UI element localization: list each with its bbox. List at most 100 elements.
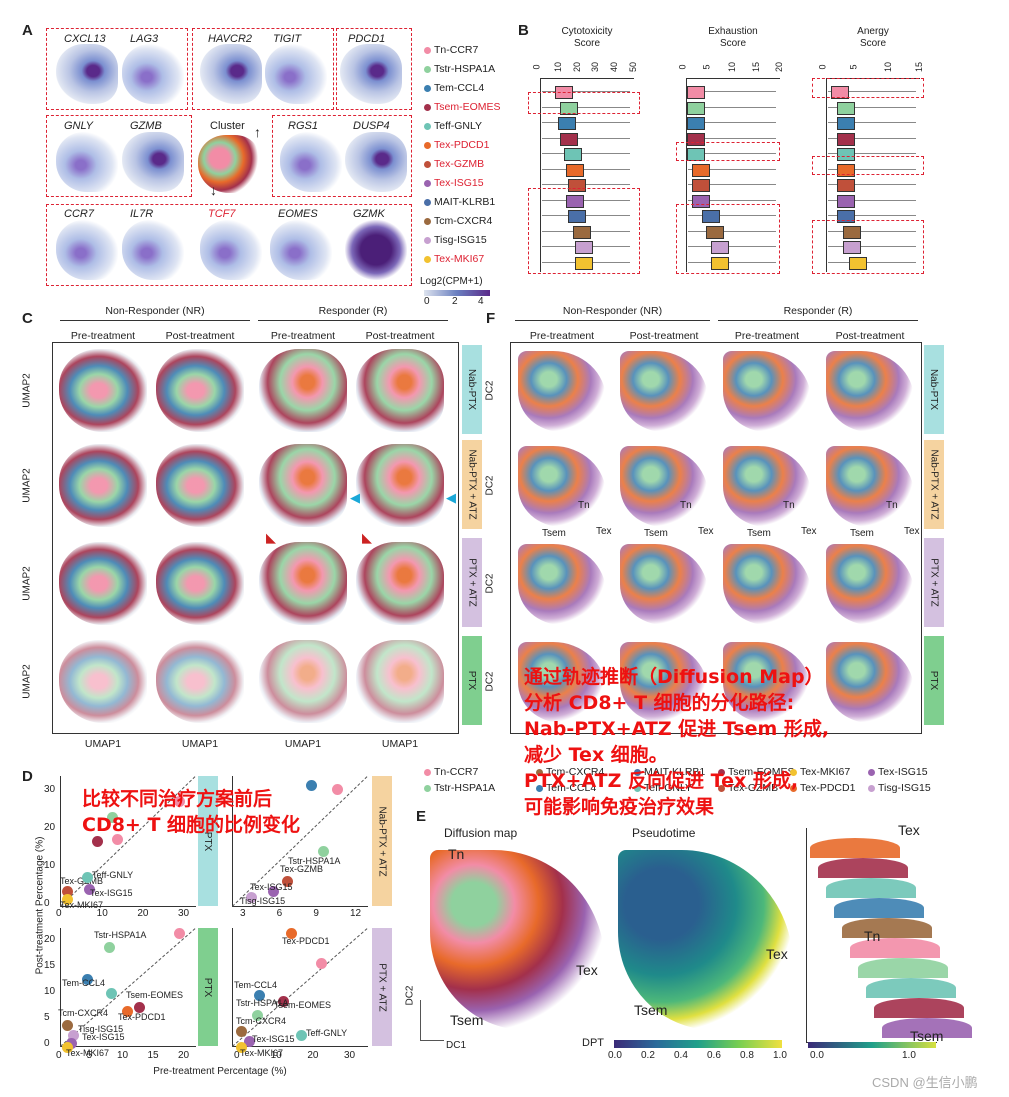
b-tick-1-1: 5 <box>701 64 712 70</box>
panel-d-letter: D <box>22 768 33 785</box>
b-whisker-1-5 <box>688 168 776 170</box>
c-umap-2-2 <box>259 542 347 625</box>
c-row-tag-label-3: PTX <box>466 670 478 691</box>
legend-a-item-7: Tex-ISG15 <box>424 177 484 189</box>
legend-a-label-3: Tsem-EOMES <box>434 101 501 113</box>
legend-e-item-3: Tem-CCL4 <box>536 782 596 794</box>
legend-e-swatch-10 <box>868 768 875 776</box>
d-tr-label-0: Tstr-HSPA1A <box>288 856 341 866</box>
d-tl-ytick-1: 10 <box>44 860 56 871</box>
b-tick-1-3: 15 <box>750 61 761 73</box>
b-tick-2-1: 5 <box>848 64 859 70</box>
e-ridge-8 <box>874 998 964 1018</box>
legend-a-item-0: Tn-CCR7 <box>424 44 478 56</box>
umap-a-row1-4 <box>340 44 402 104</box>
d-row-tag-label-2: PTX <box>202 977 214 997</box>
b-title-2: Anergy Score <box>826 26 920 50</box>
panel-e-letter: E <box>416 808 427 825</box>
d-tl-ytick-0: 0 <box>44 898 50 909</box>
b-whisker-0-4 <box>542 153 630 154</box>
d-br-xtick-1: 10 <box>270 1050 282 1061</box>
d-br-dot-1 <box>254 990 265 1001</box>
legend-a-label-0: Tn-CCR7 <box>434 44 479 56</box>
b-whisker-2-6 <box>828 184 916 185</box>
b-whisker-0-0 <box>542 91 630 92</box>
e-dpt-tick-1: 0.2 <box>641 1050 655 1061</box>
b-tick-1-2: 10 <box>727 61 738 73</box>
f-path-tn-0: Tn <box>578 500 590 511</box>
d-br-dot-3 <box>252 1010 263 1021</box>
umap-a-cluster <box>198 135 260 193</box>
b-box-2-10 <box>843 241 862 254</box>
panel-c-letter: C <box>22 310 33 327</box>
gene-label-row1-1: LAG3 <box>130 33 159 45</box>
d-bl-label-4: Tcm-CXCR4 <box>58 1008 109 1018</box>
d-tl-xtick-0: 0 <box>56 908 62 919</box>
legend-e-label-10: Tex-ISG15 <box>878 766 928 778</box>
b-tick-0-0: 0 <box>531 64 542 70</box>
b-whisker-0-6 <box>542 184 630 185</box>
d-tl-dot-2 <box>84 884 95 895</box>
b-whisker-1-3 <box>688 137 776 139</box>
e-dpt-tick-0: 0.0 <box>608 1050 622 1061</box>
f-path-tn-1: Tn <box>680 500 692 511</box>
d-bl-dot-2 <box>134 1002 145 1013</box>
b-box-1-11 <box>710 256 729 270</box>
umap-a-row3-3 <box>270 220 332 280</box>
d-bl-xtick-0: 0 <box>56 1050 62 1061</box>
b-whisker-2-8 <box>828 215 916 216</box>
d-tr-label-3: Tisg-ISG15 <box>240 896 286 906</box>
d-br-label-5: Tex-ISG15 <box>252 1034 295 1044</box>
c-xlabel-0: UMAP1 <box>84 738 122 750</box>
b-box-2-1 <box>836 101 855 115</box>
umap-a-row3-0 <box>56 220 118 280</box>
d-tl-dot-7 <box>174 796 185 807</box>
d-plot-frame-3 <box>232 928 368 1047</box>
b-box-2-6 <box>836 179 855 192</box>
b-whisker-0-3 <box>542 137 630 139</box>
d-br-label-7: Tex-MKI67 <box>240 1048 284 1058</box>
d-bl-label-3: Tex-PDCD1 <box>118 1012 166 1022</box>
f-frame <box>510 342 922 734</box>
gene-label-row3-0: CCR7 <box>64 208 94 220</box>
b-tick-0-3: 30 <box>590 61 601 73</box>
e-title-dm: Diffusion map <box>444 826 518 840</box>
d-tr-dot-0 <box>318 846 329 857</box>
legend-e-item-0: Tn-CCR7 <box>424 766 478 778</box>
legend-e-swatch-6 <box>718 768 725 776</box>
legend-e-swatch-9 <box>790 784 797 792</box>
colorbar-tick-2: 2 <box>452 296 458 307</box>
b-whisker-2-2 <box>828 122 916 123</box>
b-box-0-11 <box>575 256 594 270</box>
legend-e-item-2: Tcm-CXCR4 <box>536 766 604 778</box>
d-br-label-2: Tsem-EOMES <box>274 1000 332 1010</box>
e-dpt-colorbar <box>614 1040 782 1048</box>
d-bl-ytick-2: 10 <box>44 986 56 997</box>
c-red-arrow-2-icon: ◣ <box>362 530 372 545</box>
d-row-tag-0: PTX <box>198 776 218 906</box>
c-red-arrow-1-icon: ◣ <box>266 530 276 545</box>
f-header-r-line <box>718 320 918 321</box>
d-row-tag-3: PTX + ATZ <box>372 928 392 1046</box>
overlay-d-line-1: 比较不同治疗方案前后 <box>82 788 273 810</box>
d-bl-ytick-1: 5 <box>44 1012 50 1023</box>
c-header-r: Responder (R) <box>318 305 388 317</box>
c-frame <box>52 342 459 734</box>
c-xlabel-3: UMAP1 <box>381 738 419 750</box>
d-tr-xtick-3: 12 <box>350 908 362 919</box>
d-tl-label-3: Tex-MKI67 <box>60 900 104 910</box>
d-br-dot-7 <box>236 1042 247 1053</box>
b-title-0: Cytotoxicity Score <box>540 26 634 50</box>
c-umap-0-1 <box>156 349 244 432</box>
b-whisker-2-4 <box>828 153 916 154</box>
umap-a-row2-1 <box>122 132 184 192</box>
d-tr-dot-1 <box>282 876 293 887</box>
gene-label-row1-2: HAVCR2 <box>208 33 253 45</box>
panel-f-letter: F <box>486 310 496 327</box>
c-ylabel-2: UMAP2 <box>21 566 33 601</box>
legend-a-swatch-9 <box>424 217 431 225</box>
legend-a-swatch-7 <box>424 179 431 187</box>
d-bl-dot-0 <box>104 942 115 953</box>
d-tl-dot-0 <box>62 886 73 897</box>
legend-e-swatch-4 <box>634 768 641 776</box>
